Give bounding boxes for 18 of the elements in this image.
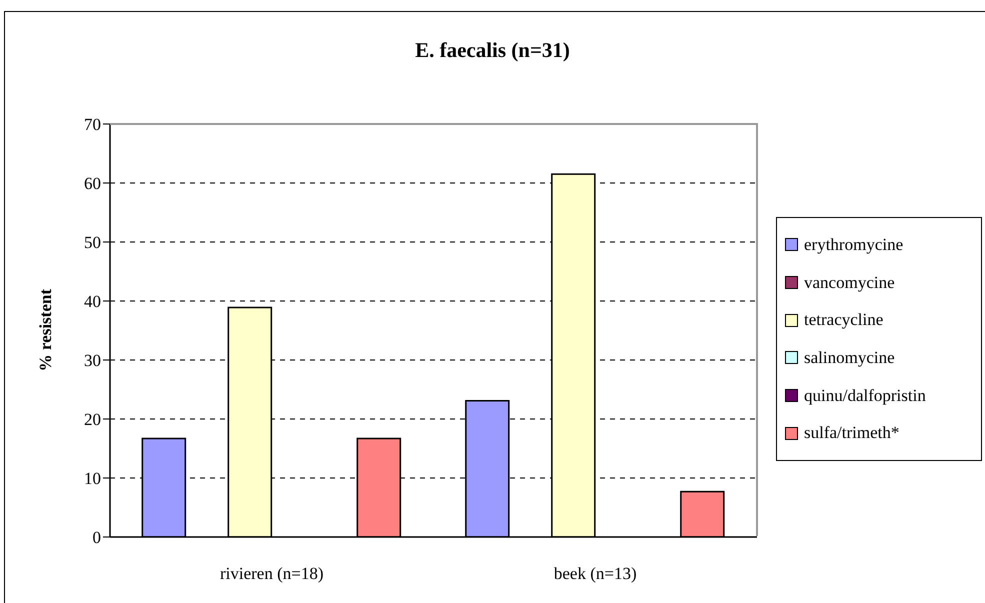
legend-label: salinomycine: [804, 348, 895, 368]
y-tick-label: 20: [84, 410, 101, 430]
legend-label: tetracycline: [804, 310, 884, 330]
y-tick-label: 60: [84, 174, 101, 194]
legend-label: sulfa/trimeth*: [804, 423, 900, 444]
y-tick-label: 10: [84, 469, 101, 488]
legend-label: erythromycine: [804, 234, 904, 255]
x-tick-label: rivieren (n=18): [220, 564, 324, 584]
chart-title: E. faecalis (n=31): [414, 38, 571, 63]
legend-label: quinu/dalfopristin: [804, 386, 926, 406]
y-tick-label: 50: [84, 233, 101, 252]
legend-label: vancomycine: [804, 272, 895, 293]
y-tick-label: 70: [84, 115, 101, 134]
x-tick-label: beek (n=13): [554, 564, 637, 584]
y-tick-label: 40: [84, 292, 101, 312]
y-axis-title: % resistent: [36, 289, 56, 372]
y-tick-label: 30: [84, 351, 101, 370]
y-tick-label: 0: [92, 528, 101, 548]
